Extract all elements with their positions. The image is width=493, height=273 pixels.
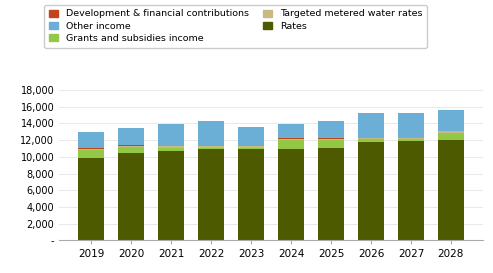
Bar [278, 140, 304, 149]
Bar [198, 121, 224, 146]
Bar [438, 140, 464, 240]
Bar [278, 138, 304, 139]
Bar [358, 138, 384, 139]
Bar [318, 139, 344, 140]
Bar [198, 148, 224, 149]
Bar [238, 127, 264, 146]
Bar [238, 146, 264, 148]
Bar [398, 112, 424, 138]
Bar [278, 149, 304, 240]
Bar [238, 148, 264, 149]
Bar [438, 133, 464, 140]
Bar [318, 121, 344, 138]
Bar [358, 112, 384, 138]
Bar [278, 124, 304, 138]
Bar [398, 138, 424, 139]
Bar [318, 140, 344, 148]
Bar [118, 147, 144, 153]
Bar [78, 158, 105, 240]
Bar [118, 127, 144, 145]
Bar [318, 138, 344, 139]
Bar [158, 148, 184, 151]
Bar [198, 149, 224, 240]
Bar [278, 139, 304, 140]
Bar [438, 110, 464, 131]
Bar [438, 131, 464, 133]
Bar [118, 153, 144, 240]
Bar [238, 149, 264, 240]
Bar [358, 139, 384, 142]
Bar [198, 146, 224, 148]
Bar [158, 124, 184, 146]
Bar [158, 151, 184, 240]
Bar [118, 146, 144, 147]
Bar [118, 145, 144, 146]
Bar [358, 142, 384, 240]
Legend: Development & financial contributions, Other income, Grants and subsidies income: Development & financial contributions, O… [44, 5, 427, 48]
Bar [398, 139, 424, 141]
Bar [318, 148, 344, 240]
Bar [158, 146, 184, 148]
Bar [398, 141, 424, 240]
Bar [78, 149, 105, 150]
Bar [78, 150, 105, 158]
Bar [78, 132, 105, 149]
